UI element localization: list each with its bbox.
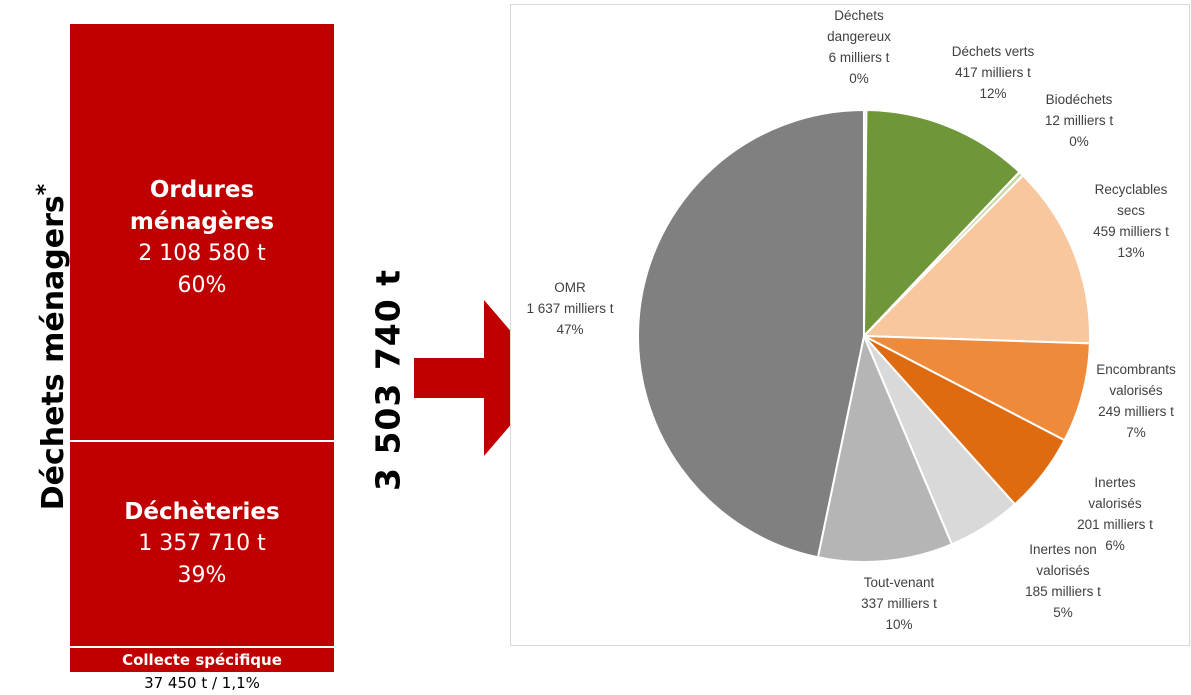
slice-label-line: Déchets verts — [952, 44, 1035, 59]
slice-label-line: valorisés — [1088, 496, 1142, 511]
slice-label-line: 459 milliers t — [1093, 224, 1169, 239]
slice-label-7: Tout-venant 337 milliers t 10% — [861, 575, 937, 632]
slice-label-3: Recyclables secs 459 milliers t 13% — [1093, 182, 1169, 260]
pie-slice-3 — [861, 173, 1091, 345]
collecte-note: 37 450 t / 1,1% — [144, 674, 260, 692]
decheteries-amount: 1 357 710 t — [138, 531, 266, 556]
slice-label-2: Biodéchets 12 milliers t 0% — [1045, 92, 1114, 149]
collecte-specifique-block: Collecte spécifique — [70, 648, 334, 672]
slice-label-line: 417 milliers t — [955, 65, 1031, 80]
slice-label-line: 12 milliers t — [1045, 113, 1114, 128]
pie-slice-8 — [637, 108, 865, 559]
slice-label-line: dangereux — [827, 29, 891, 44]
slice-label-line: Recyclables — [1095, 182, 1168, 197]
slice-label-line: OMR — [554, 280, 586, 295]
ordures-label-2: ménagères — [129, 209, 275, 235]
slice-label-line: valorisés — [1109, 383, 1163, 398]
slice-label-line: Tout-venant — [864, 575, 935, 590]
slice-label-line: 337 milliers t — [861, 596, 937, 611]
decheteries-share: 39% — [177, 563, 227, 588]
slice-label-0: Déchets dangereux 6 milliers t 0% — [827, 8, 891, 86]
pie-slice-4 — [863, 335, 1091, 442]
ordures-menageres-block: Ordures ménagères 2 108 580 t 60% — [70, 24, 334, 440]
slice-label-line: Inertes non — [1029, 542, 1097, 557]
slice-label-line: Déchets — [834, 8, 884, 23]
ordures-share: 60% — [177, 273, 227, 298]
ordures-amount: 2 108 580 t — [138, 241, 266, 266]
decheteries-label: Déchèteries — [124, 499, 280, 525]
slice-label-5: Inertes valorisés 201 milliers t 6% — [1077, 475, 1153, 553]
slice-label-6: Inertes non valorisés 185 milliers t 5% — [1025, 542, 1101, 620]
slice-label-line: 7% — [1126, 425, 1146, 440]
slice-label-8: OMR 1 637 milliers t 47% — [526, 280, 613, 337]
slice-label-line: Encombrants — [1096, 362, 1176, 377]
slice-label-line: 185 milliers t — [1025, 584, 1101, 599]
slice-label-line: 6% — [1105, 538, 1125, 553]
pie-slice-1 — [862, 108, 1021, 339]
slice-label-line: 249 milliers t — [1098, 404, 1174, 419]
slice-label-4: Encombrants valorisés 249 milliers t 7% — [1096, 362, 1176, 440]
pie-slice-7 — [816, 332, 954, 563]
slice-label-line: 6 milliers t — [829, 50, 890, 65]
slice-label-line: 13% — [1117, 245, 1144, 260]
slice-label-1: Déchets verts 417 milliers t 12% — [952, 44, 1035, 101]
ordures-label-1: Ordures — [149, 177, 255, 203]
slice-label-line: 12% — [979, 86, 1006, 101]
slice-label-line: 0% — [1069, 134, 1089, 149]
slice-label-line: valorisés — [1036, 563, 1090, 578]
slice-label-line: secs — [1117, 203, 1145, 218]
slice-label-line: 5% — [1053, 605, 1073, 620]
decheteries-block: Déchèteries 1 357 710 t 39% — [70, 442, 334, 646]
slice-label-line: Inertes — [1094, 475, 1136, 490]
slice-label-line: Biodéchets — [1046, 92, 1113, 107]
slice-label-line: 201 milliers t — [1077, 517, 1153, 532]
collecte-label: Collecte spécifique — [122, 651, 282, 669]
slice-label-line: 0% — [849, 71, 869, 86]
slice-label-line: 10% — [885, 617, 912, 632]
slice-label-line: 1 637 milliers t — [526, 301, 613, 316]
slice-label-line: 47% — [556, 322, 583, 337]
